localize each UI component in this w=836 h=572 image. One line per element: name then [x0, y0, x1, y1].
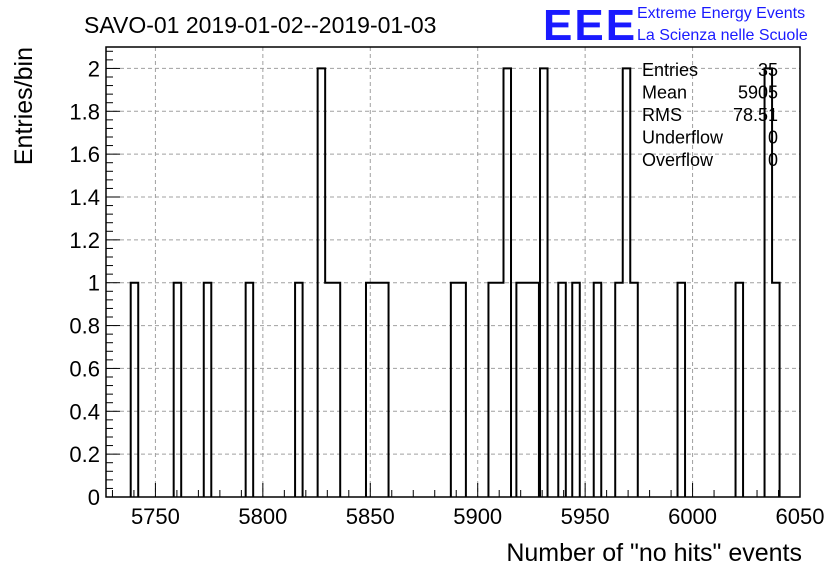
plot-frame [105, 46, 801, 498]
histogram-bin [524, 283, 532, 497]
stats-key: Underflow [642, 128, 724, 148]
grid [106, 47, 800, 497]
histogram-bin [295, 283, 303, 497]
x-tick-labels: 5750 5800 5850 5900 5950 6000 6050 [131, 504, 825, 529]
histogram-bin [381, 283, 389, 497]
y-tick-label: 1.4 [69, 185, 100, 210]
histogram-bin [540, 68, 548, 497]
eee-logo: EEE Extreme Energy Events La Scienza nel… [543, 1, 808, 50]
stats-key: Entries [642, 60, 698, 80]
histogram-bin [131, 283, 139, 497]
y-tick-label: 0.2 [69, 442, 100, 467]
histogram-bin [496, 283, 504, 497]
axis-ticks [106, 50, 801, 498]
histogram-outline [129, 67, 781, 497]
y-tick-label: 1 [88, 271, 100, 296]
histogram-bin [678, 283, 686, 497]
x-tick-label: 5850 [346, 504, 395, 529]
histogram-bin [246, 283, 254, 497]
y-tick-label: 0.6 [69, 356, 100, 381]
histogram-bin [594, 283, 602, 497]
histogram-bin [488, 283, 496, 497]
stats-value: 0 [768, 128, 778, 148]
stats-value: 5905 [738, 83, 778, 103]
histogram-bin [630, 283, 638, 497]
logo-line-1: Extreme Energy Events [637, 5, 805, 22]
histogram-bin [558, 283, 566, 497]
histogram-bin [531, 283, 539, 497]
y-tick-label: 2 [88, 56, 100, 81]
stats-box: Entries 35 Mean 5905 RMS 78.51 Underflow 0 Overf… [642, 60, 778, 170]
stats-value: 78.51 [733, 105, 778, 125]
logo-line-2: La Scienza nelle Scuole [637, 27, 808, 44]
histogram-bin [333, 283, 341, 497]
stats-key: Mean [642, 83, 687, 103]
histogram-bin [516, 283, 524, 497]
y-tick-label: 0.4 [69, 399, 100, 424]
histogram-bin [366, 283, 374, 497]
x-tick-label: 5950 [561, 504, 610, 529]
x-axis-title: Number of "no hits" events [506, 539, 802, 567]
y-axis-title: Entries/bin [10, 47, 38, 165]
histogram-bin [174, 283, 182, 497]
histogram-bin [623, 68, 631, 497]
logo-mark: EEE [543, 1, 637, 50]
histogram-bin [325, 283, 333, 497]
x-tick-label: 6000 [668, 504, 717, 529]
x-tick-label: 5750 [131, 504, 180, 529]
y-tick-label: 0.8 [69, 314, 100, 339]
stats-key: Overflow [642, 150, 714, 170]
y-tick-label: 1.6 [69, 142, 100, 167]
histogram-bin [572, 283, 580, 497]
histogram-bin [374, 283, 382, 497]
histogram-bin [503, 68, 511, 497]
x-tick-label: 5800 [238, 504, 287, 529]
stats-key: RMS [642, 105, 682, 125]
stats-value: 0 [768, 150, 778, 170]
y-tick-labels: 0 0.2 0.4 0.6 0.8 1 1.2 1.4 1.6 1.8 2 [69, 56, 100, 510]
chart-title: SAVO-01 2019-01-02--2019-01-03 [84, 12, 436, 38]
histogram-bin [451, 283, 459, 497]
histogram-bin [736, 283, 744, 497]
histogram-bin [318, 68, 326, 497]
histogram-bin [772, 283, 780, 497]
stats-value: 35 [758, 60, 778, 80]
y-tick-label: 1.8 [69, 99, 100, 124]
x-tick-label: 5900 [453, 504, 502, 529]
x-tick-label: 6050 [776, 504, 825, 529]
histogram-bin [615, 283, 623, 497]
histogram-bin [204, 283, 212, 497]
y-tick-label: 1.2 [69, 228, 100, 253]
y-tick-label: 0 [88, 485, 100, 510]
histogram-bin [458, 283, 466, 497]
